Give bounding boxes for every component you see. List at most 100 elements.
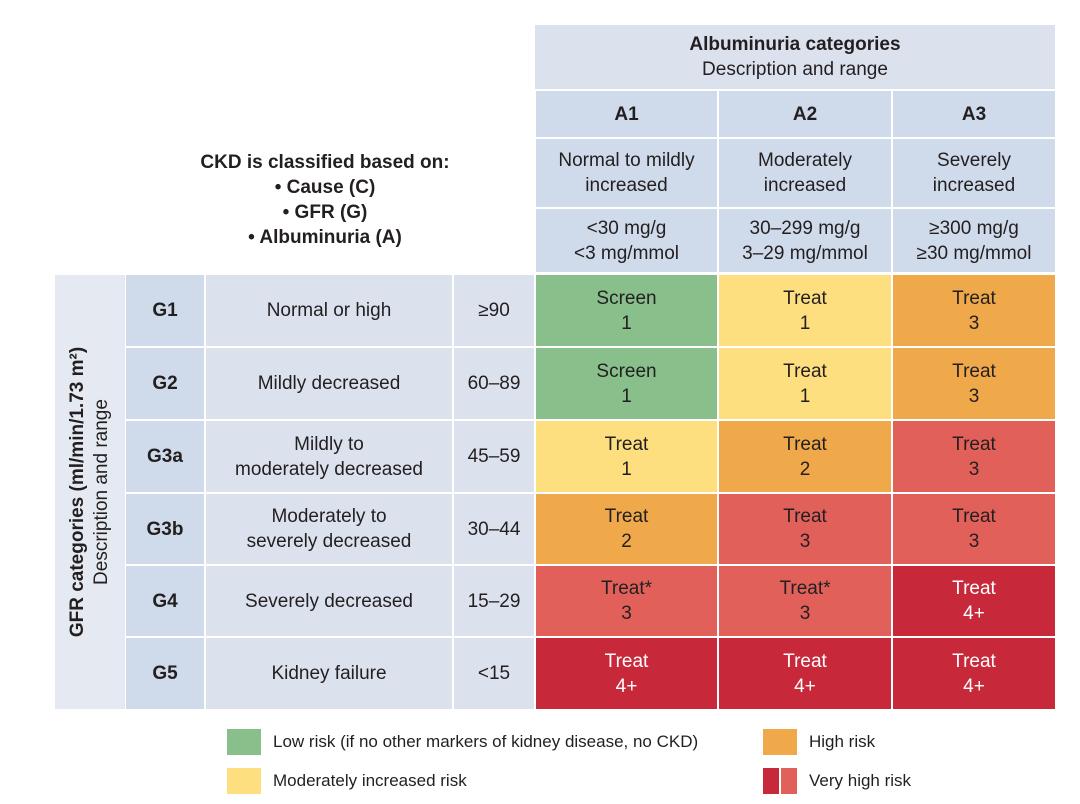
risk-cell-G1-A1-text: Screen	[596, 287, 657, 309]
legend-label: Low risk (if no other markers of kidney …	[273, 732, 699, 751]
gfr-code-text: G3a	[147, 446, 183, 467]
risk-cell-G2-A2-text: 1	[799, 385, 811, 407]
gfr-description-text: Normal or high	[266, 300, 392, 321]
gfr-code: G3a	[126, 421, 204, 492]
risk-cell-G1-A3-text: Treat	[952, 287, 996, 309]
gfr-code-text: G4	[152, 590, 178, 612]
legend-very-high: Very high risk	[763, 768, 911, 794]
gfr-subtitle: Description and range	[91, 399, 112, 585]
gfr-code: G3b	[126, 494, 204, 564]
albuminuria-subtitle: Description and range	[702, 59, 888, 80]
classify-item: • Cause (C)	[274, 177, 376, 198]
gfr-code: G2	[126, 348, 204, 419]
risk-cell-G2-A2: Treat 1	[719, 348, 891, 419]
legend-swatch	[763, 768, 779, 794]
risk-cell-G2-A3-text: Treat	[952, 360, 996, 382]
albuminuria-description-text: Moderately	[758, 150, 852, 171]
albuminuria-range-text: ≥300 mg/g	[929, 217, 1019, 239]
risk-cell-G1-A2: Treat 1	[719, 275, 891, 346]
risk-cell-G5-A2-text: Treat	[783, 650, 827, 672]
risk-cell-G1-A2-text: 1	[799, 312, 811, 334]
risk-cell-G3a-A3-text: Treat	[952, 433, 996, 455]
legend-swatch	[763, 729, 797, 755]
gfr-description-text: Severely decreased	[245, 590, 413, 612]
albuminuria-range-text: 30–299 mg/g	[749, 217, 861, 239]
risk-cell-G3b-A2-text: 3	[799, 531, 811, 552]
risk-cell-G3a-A1: Treat 1	[536, 421, 717, 492]
albuminuria-description-text: increased	[585, 175, 668, 196]
risk-cell-G3a-A3: Treat 3	[893, 421, 1055, 492]
gfr-description: Moderately to severely decreased	[206, 494, 452, 564]
risk-cell-G3b-A3-text: 3	[968, 531, 980, 552]
gfr-range-text: ≥90	[478, 300, 510, 321]
risk-cell-G3b-A1: Treat 2	[536, 494, 717, 564]
risk-cell-G3b-A3: Treat 3	[893, 494, 1055, 564]
gfr-code: G5	[126, 638, 204, 709]
gfr-range-text: <15	[477, 663, 511, 684]
classify-title: CKD is classified based on:	[200, 152, 450, 173]
albuminuria-range: 30–299 mg/g 3–29 mg/mmol	[719, 209, 891, 272]
legend-label: Moderately increased risk	[273, 771, 467, 790]
gfr-range-text: 45–59	[467, 446, 521, 467]
legend-swatch	[227, 768, 261, 794]
risk-cell-G3a-A3-text: 3	[968, 458, 980, 480]
albuminuria-range-text: <30 mg/g	[586, 217, 667, 239]
risk-cell-G1-A3: Treat 3	[893, 275, 1055, 346]
classify-item: • Albuminuria (A)	[248, 227, 402, 248]
albuminuria-code-text: A1	[614, 103, 639, 125]
risk-cell-G3a-A2-text: Treat	[783, 433, 827, 455]
albuminuria-title: Albuminuria categories	[689, 34, 901, 55]
risk-cell-G2-A3: Treat 3	[893, 348, 1055, 419]
risk-cell-G1-A1: Screen 1	[536, 275, 717, 346]
gfr-code-text: G1	[152, 300, 178, 321]
gfr-description-text: severely decreased	[246, 531, 412, 552]
risk-cell-G3b-A1-text: 2	[621, 531, 632, 552]
gfr-code: G4	[126, 566, 204, 636]
legend-label: Very high risk	[809, 771, 912, 790]
risk-cell-G1-A1-text: 1	[621, 312, 632, 334]
gfr-description: Mildly decreased	[206, 348, 452, 419]
legend-high: High risk	[763, 729, 875, 755]
gfr-description-text: Mildly decreased	[257, 373, 401, 394]
risk-cell-G4-A1-text: Treat*	[600, 578, 653, 599]
risk-cell-G4-A3-text: Treat	[952, 578, 996, 599]
risk-cell-G2-A1-text: 1	[621, 385, 632, 407]
risk-cell-G5-A3-text: 4+	[963, 675, 985, 697]
risk-cell-G3b-A2-text: Treat	[783, 506, 827, 527]
risk-cell-G3b-A1-text: Treat	[604, 506, 649, 527]
gfr-title: GFR categories (ml/min/1.73 m²)	[67, 346, 88, 638]
albuminuria-description-text: Severely	[937, 150, 1011, 171]
gfr-description: Mildly to moderately decreased	[206, 421, 452, 492]
risk-cell-G4-A3: Treat 4+	[893, 566, 1055, 636]
gfr-range-text: 30–44	[467, 518, 521, 540]
gfr-code: G1	[126, 275, 204, 346]
risk-cell-G3a-A2: Treat 2	[719, 421, 891, 492]
risk-cell-G2-A3-text: 3	[968, 385, 980, 407]
legend-label: High risk	[809, 732, 876, 751]
albuminuria-code: A3	[893, 91, 1055, 137]
gfr-description-text: Moderately to	[271, 506, 387, 527]
gfr-axis-label: GFR categories (ml/min/1.73 m²) Descript…	[55, 275, 125, 709]
albuminuria-code: A1	[536, 91, 717, 137]
risk-cell-G4-A2: Treat* 3	[719, 566, 891, 636]
gfr-range: 30–44	[454, 494, 534, 564]
risk-cell-G5-A2: Treat 4+	[719, 638, 891, 709]
risk-cell-G4-A2-text: Treat*	[779, 578, 831, 599]
albuminuria-range-text: ≥30 mg/mmol	[916, 242, 1032, 264]
gfr-range-text: 15–29	[467, 590, 521, 612]
albuminuria-code-text: A2	[792, 103, 818, 125]
gfr-code-text: G2	[152, 373, 178, 394]
risk-cell-G1-A2-text: Treat	[783, 287, 827, 309]
risk-cell-G3b-A3-text: Treat	[952, 506, 996, 527]
legend-swatch	[781, 768, 797, 794]
risk-cell-G2-A1: Screen 1	[536, 348, 717, 419]
gfr-description: Kidney failure	[206, 638, 452, 709]
albuminuria-description: Normal to mildly increased	[536, 139, 717, 207]
risk-cell-G3a-A1-text: Treat	[604, 433, 649, 455]
albuminuria-range-text: <3 mg/mmol	[573, 242, 680, 264]
risk-cell-G3a-A2-text: 2	[799, 458, 811, 480]
albuminuria-range-text: 3–29 mg/mmol	[742, 242, 868, 264]
classify-item: • GFR (G)	[282, 202, 368, 223]
risk-cell-G5-A3: Treat 4+	[893, 638, 1055, 709]
